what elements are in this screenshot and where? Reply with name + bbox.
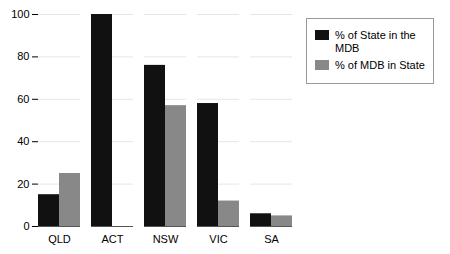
html-text:% of State in the MDB: % of State in the MDB — [335, 29, 416, 55]
svg-text:60: 60 — [17, 93, 29, 105]
svg-text:0: 0 — [23, 220, 29, 232]
svg-text:80: 80 — [17, 50, 29, 62]
html-text:% of MDB in State: % of MDB in State — [335, 59, 425, 72]
svg-text:QLD: QLD — [48, 233, 71, 245]
svg-text:ACT: ACT — [102, 233, 124, 245]
svg-text:100: 100 — [11, 8, 29, 20]
svg-text:SA: SA — [264, 233, 279, 245]
svg-text:40: 40 — [17, 135, 29, 147]
svg-text:VIC: VIC — [209, 233, 227, 245]
svg-text:20: 20 — [17, 178, 29, 190]
svg-text:NSW: NSW — [153, 233, 179, 245]
